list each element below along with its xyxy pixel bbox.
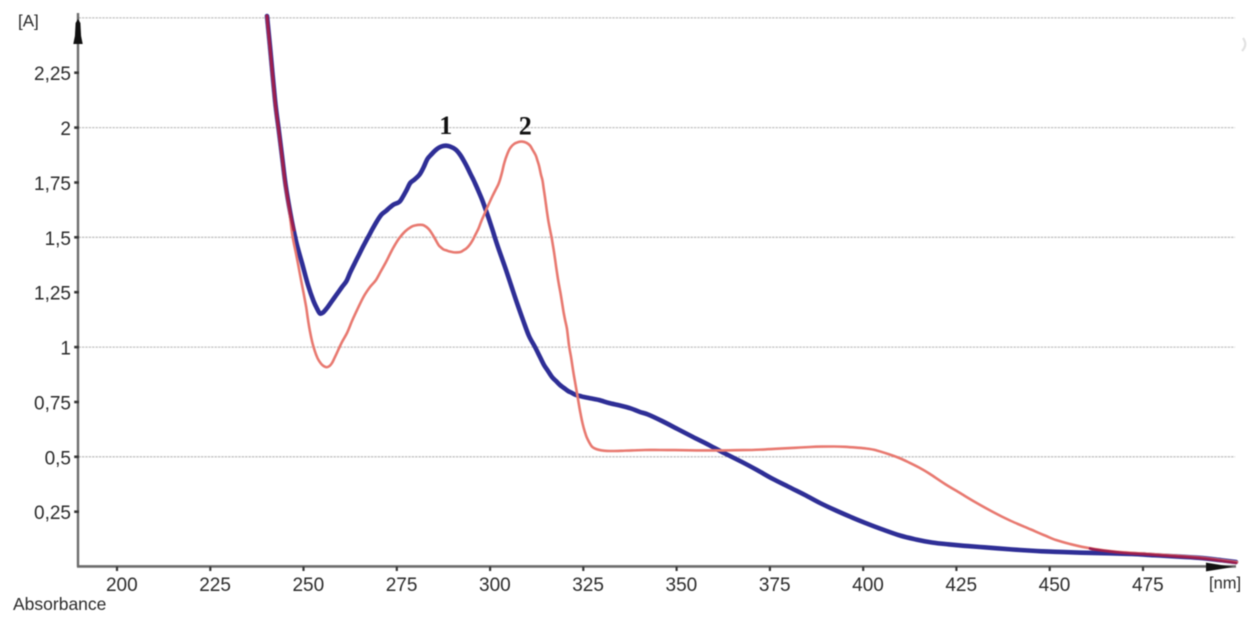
svg-text:475: 475 <box>1132 575 1164 596</box>
svg-text:1: 1 <box>60 339 71 360</box>
svg-text:425: 425 <box>945 575 977 596</box>
svg-text:1,25: 1,25 <box>34 284 71 305</box>
svg-text:2: 2 <box>60 119 71 140</box>
svg-text:0,25: 0,25 <box>34 503 71 524</box>
svg-text:375: 375 <box>759 575 791 596</box>
svg-text:325: 325 <box>572 575 604 596</box>
svg-text:400: 400 <box>852 575 884 596</box>
svg-text:225: 225 <box>199 575 231 596</box>
svg-text:350: 350 <box>666 575 698 596</box>
svg-text:Absorbance: Absorbance <box>13 594 106 614</box>
svg-text:275: 275 <box>386 575 418 596</box>
svg-text:450: 450 <box>1039 575 1071 596</box>
svg-text:2: 2 <box>519 112 532 141</box>
svg-text:200: 200 <box>106 575 138 596</box>
svg-text:[nm]: [nm] <box>1209 575 1241 593</box>
svg-text:1: 1 <box>439 111 452 140</box>
svg-text:0,5: 0,5 <box>45 448 71 469</box>
svg-text:250: 250 <box>292 575 324 596</box>
svg-text:1,75: 1,75 <box>34 174 71 195</box>
svg-text:[A]: [A] <box>18 12 39 31</box>
svg-text:2,25: 2,25 <box>34 64 71 85</box>
svg-text:300: 300 <box>479 575 511 596</box>
svg-text:0,75: 0,75 <box>34 394 71 415</box>
svg-text:1,5: 1,5 <box>45 229 71 250</box>
